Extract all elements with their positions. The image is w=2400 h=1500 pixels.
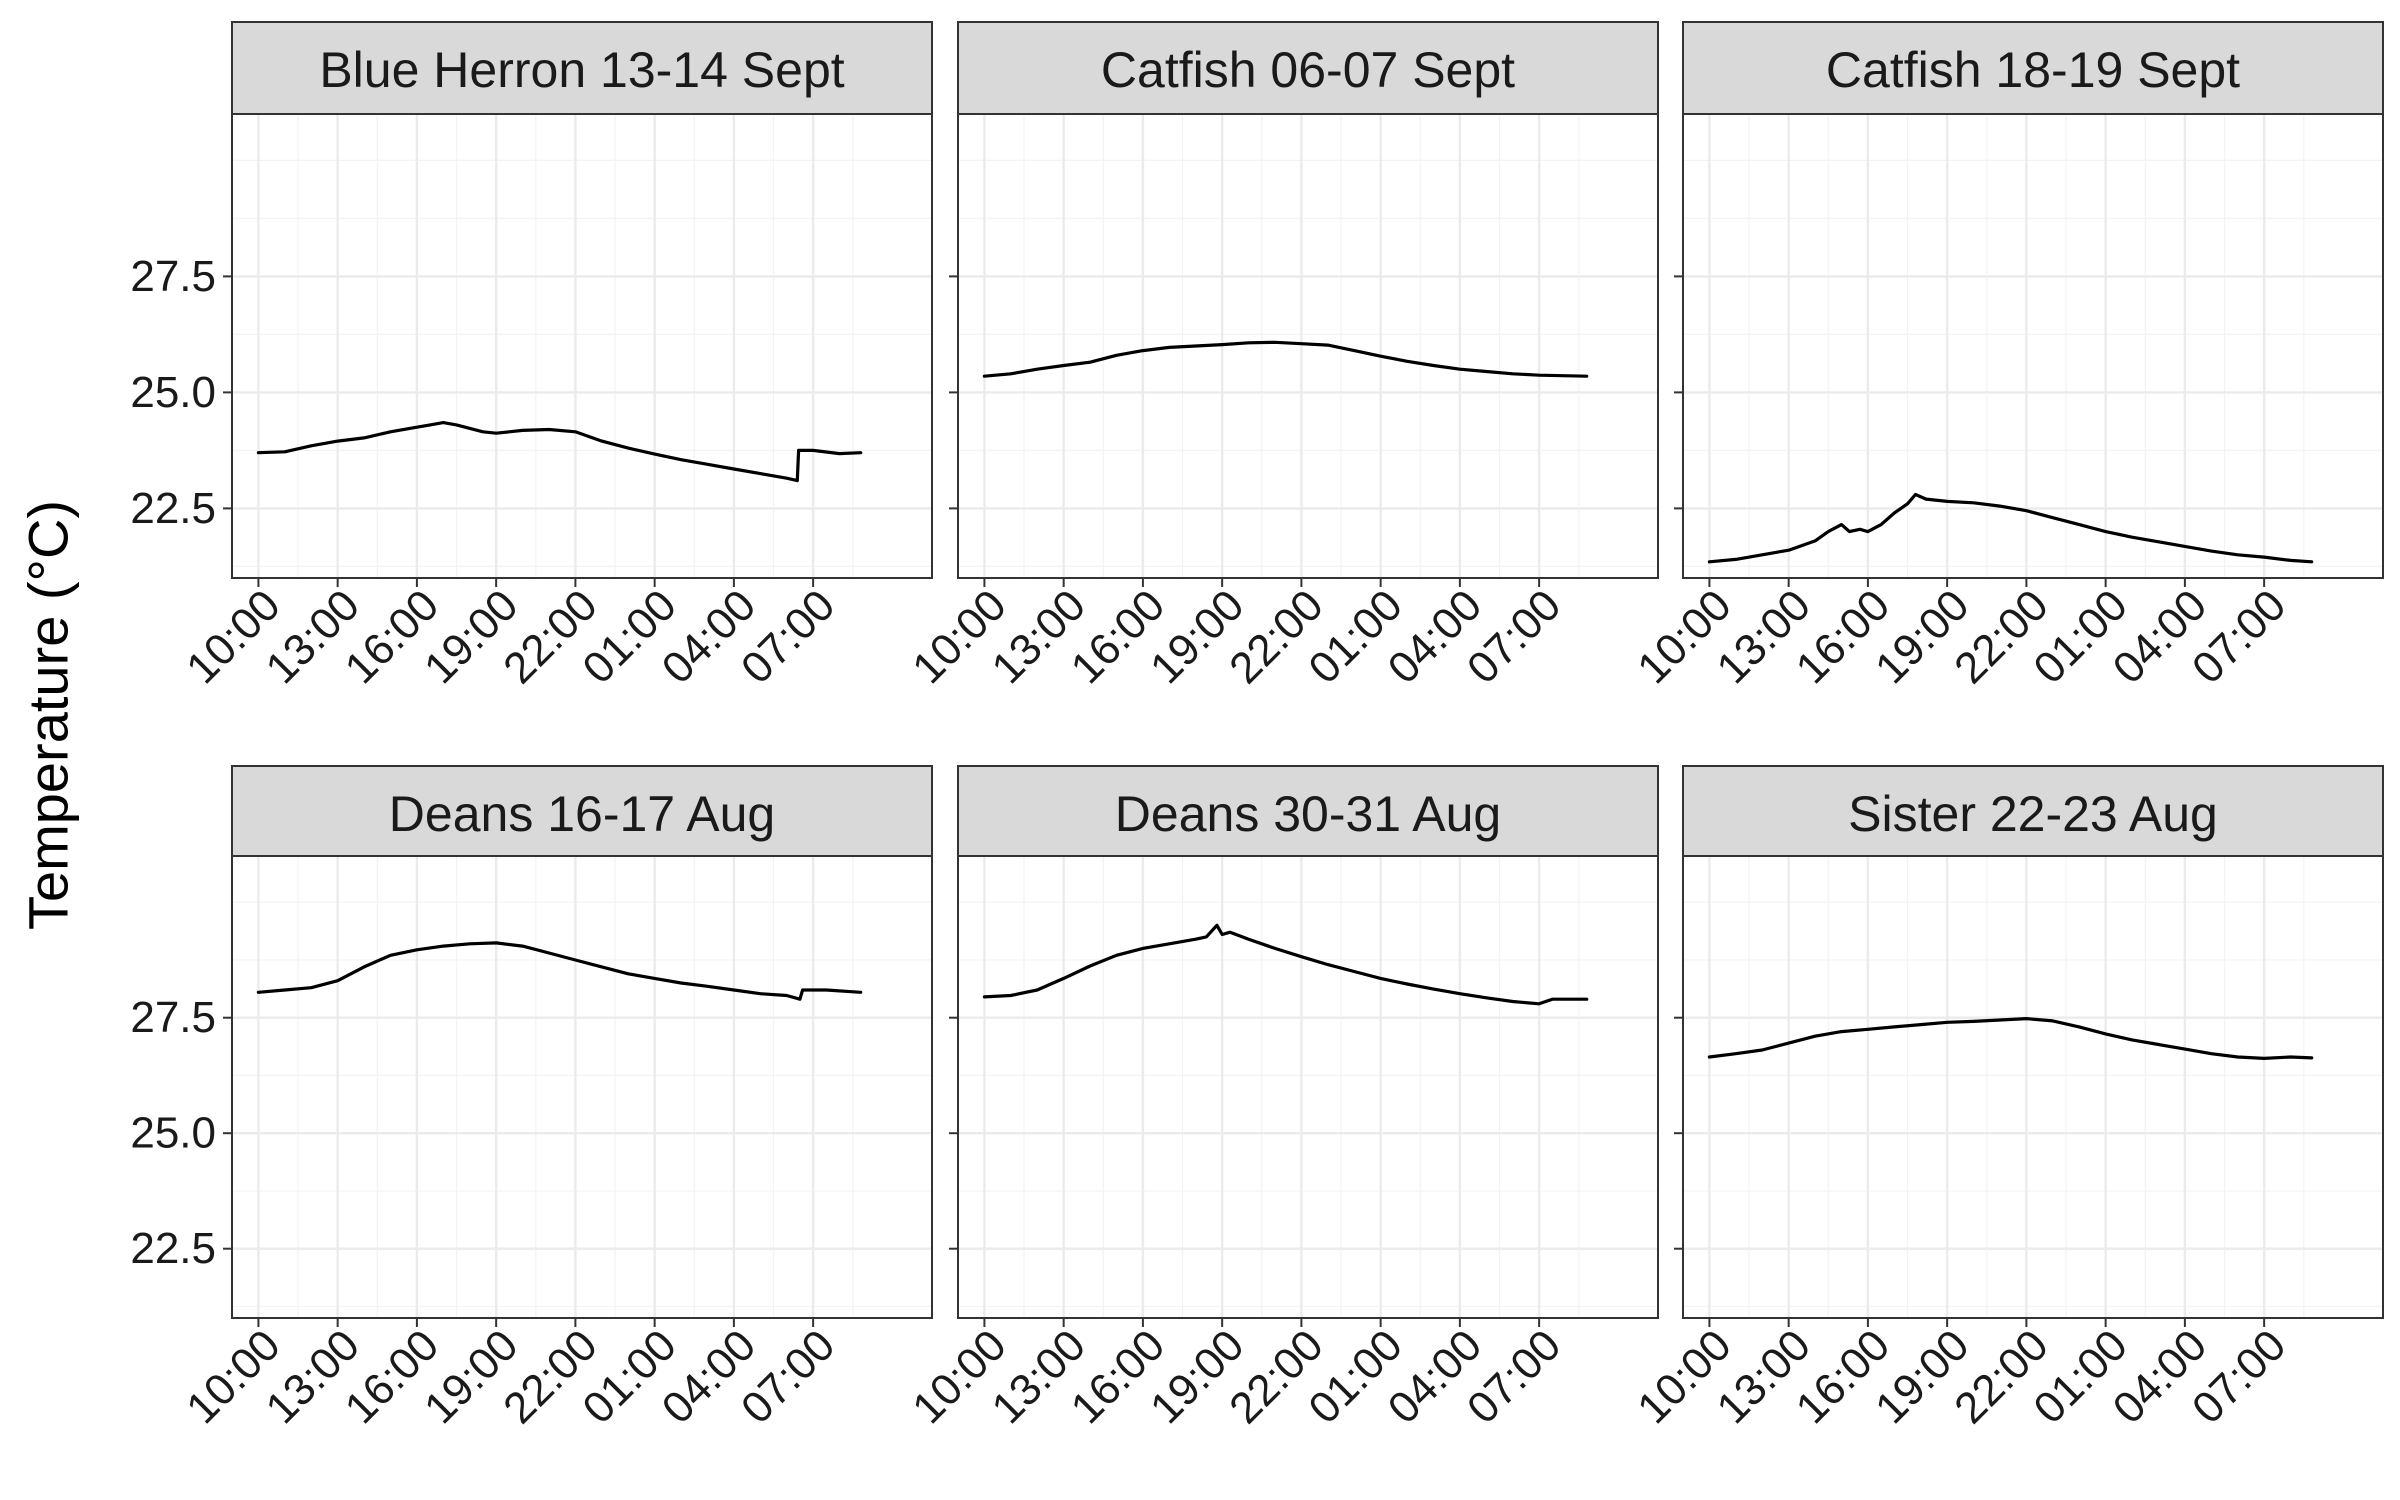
x-tick-label: 16:00 <box>1787 581 1900 694</box>
x-tick-label: 10:00 <box>903 1321 1016 1434</box>
facet-strip <box>231 21 933 115</box>
facet-strip <box>957 21 1659 115</box>
plot-area <box>1683 114 2383 578</box>
y-tick-label: 22.5 <box>130 484 216 533</box>
facet-title: Deans 16-17 Aug <box>389 786 775 842</box>
x-tick-label: 16:00 <box>1062 1321 1175 1434</box>
y-axis-title: Temperature (°C) <box>17 500 80 930</box>
facet-panel: Catfish 06-07 Sept10:0013:0016:0019:0022… <box>903 21 1659 694</box>
facet-strip <box>1682 21 2384 115</box>
x-tick-label: 10:00 <box>177 581 290 694</box>
temperature-line <box>256 941 863 1001</box>
facet-title: Sister 22-23 Aug <box>1848 786 2218 842</box>
x-tick-label: 01:00 <box>573 1321 686 1434</box>
temperature-line <box>982 923 1589 1006</box>
temperature-line <box>1707 492 2314 564</box>
facet-title: Catfish 06-07 Sept <box>1101 42 1515 98</box>
x-tick-label: 01:00 <box>2024 1321 2137 1434</box>
facet-panel: Catfish 18-19 Sept10:0013:0016:0019:0022… <box>1628 21 2384 694</box>
x-tick-label: 07:00 <box>1458 1321 1571 1434</box>
x-tick-label: 01:00 <box>1299 1321 1412 1434</box>
panel-border <box>1682 855 2384 1319</box>
facet-title: Blue Herron 13-14 Sept <box>319 42 844 98</box>
panel-border <box>231 855 933 1319</box>
x-tick-label: 16:00 <box>1787 1321 1900 1434</box>
x-tick-label: 07:00 <box>732 581 845 694</box>
facet-panels: Blue Herron 13-14 Sept 22.5 25.0 27.5 10:00 1… <box>130 21 2384 1434</box>
x-tick-label: 10:00 <box>1628 581 1741 694</box>
x-tick-label: 16:00 <box>336 581 449 694</box>
y-tick-label: 22.5 <box>130 1224 216 1273</box>
y-tick-label: 27.5 <box>130 993 216 1042</box>
facet-panel: Deans 16-17 Aug22.525.027.510:0013:0016:… <box>130 765 933 1434</box>
x-tick-label: 10:00 <box>1628 1321 1741 1434</box>
y-tick-label: 25.0 <box>130 1109 216 1158</box>
x-tick-label: 16:00 <box>336 1321 449 1434</box>
x-tick-label: 10:00 <box>903 581 1016 694</box>
facet-title: Deans 30-31 Aug <box>1115 786 1501 842</box>
temperature-line <box>982 340 1589 378</box>
plot-area <box>1683 856 2383 1318</box>
x-tick-label: 16:00 <box>1062 581 1175 694</box>
facet-panel: Blue Herron 13-14 Sept 22.5 25.0 27.5 10:00 1… <box>130 21 933 694</box>
facet-strip <box>957 765 1659 859</box>
panel-border <box>957 855 1659 1319</box>
panel-border <box>231 113 933 579</box>
x-tick-label: 01:00 <box>2024 581 2137 694</box>
panel-border <box>1682 113 2384 579</box>
y-tick-label: 25.0 <box>130 368 216 417</box>
x-tick-label: 07:00 <box>732 1321 845 1434</box>
temperature-line <box>256 421 863 483</box>
panel-border <box>957 113 1659 579</box>
y-tick-label: 27.5 <box>130 252 216 301</box>
facet-panel: Sister 22-23 Aug10:0013:0016:0019:0022:0… <box>1628 765 2384 1434</box>
facet-title: Catfish 18-19 Sept <box>1826 42 2240 98</box>
plot-area <box>958 114 1658 578</box>
x-tick-label: 01:00 <box>573 581 686 694</box>
x-tick-label: 07:00 <box>2183 581 2296 694</box>
x-tick-label: 07:00 <box>2183 1321 2296 1434</box>
plot-area <box>232 114 932 578</box>
x-tick-label: 07:00 <box>1458 581 1571 694</box>
temperature-line <box>1707 1017 2314 1060</box>
x-tick-label: 10:00 <box>177 1321 290 1434</box>
x-tick-label: 01:00 <box>1299 581 1412 694</box>
facet-panel: Deans 30-31 Aug10:0013:0016:0019:0022:00… <box>903 765 1659 1434</box>
plot-area <box>232 856 932 1318</box>
plot-area <box>958 856 1658 1318</box>
